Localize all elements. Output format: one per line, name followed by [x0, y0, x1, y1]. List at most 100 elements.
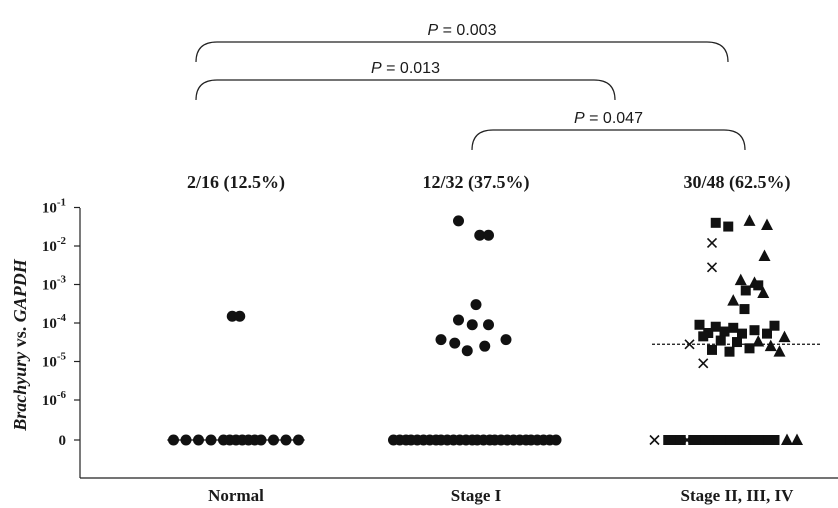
- data-point-square: [763, 435, 774, 445]
- y-axis-label: Brachyury vs. GAPDH: [10, 258, 30, 432]
- data-point-circle: [180, 434, 192, 446]
- data-point-x: [649, 434, 660, 446]
- p-value: = 0.013: [382, 60, 440, 77]
- data-point-x: [684, 339, 695, 350]
- x-tick-label: Stage II, III, IV: [681, 486, 795, 505]
- x-ticks: Normal Stage I Stage II, III, IV: [208, 486, 794, 505]
- p-symbol: P: [428, 22, 439, 39]
- data-point-triangle: [764, 339, 777, 352]
- y-tick-base: 10: [42, 201, 57, 217]
- data-point-square: [740, 285, 751, 296]
- data-point-square: [710, 217, 721, 228]
- p-value: = 0.047: [585, 110, 643, 127]
- data-point-circle: [193, 434, 204, 446]
- data-point-circle: [483, 229, 494, 241]
- data-point-square: [694, 319, 705, 330]
- positive-rate-label: 2/16 (12.5%): [187, 172, 285, 193]
- data-point-circle: [280, 434, 292, 446]
- y-tick-base: 10: [42, 239, 57, 255]
- data-point-square: [762, 328, 772, 339]
- y-tick-exp: -6: [57, 389, 67, 401]
- data-point-circle: [466, 319, 478, 331]
- y-axis-label-ref: GAPDH: [10, 258, 30, 322]
- y-tick-label: 10-5: [42, 351, 67, 371]
- data-point-square: [732, 435, 742, 445]
- x-tick-label: Normal: [208, 486, 264, 505]
- data-point-circle: [474, 229, 486, 241]
- data-point-square: [719, 326, 730, 337]
- data-points: [168, 214, 803, 446]
- y-ticks: 010-610-510-410-310-210-1: [42, 197, 80, 449]
- data-point-circle: [234, 310, 246, 322]
- data-point-circle: [435, 334, 447, 346]
- p-symbol: P: [371, 60, 382, 77]
- data-point-square: [719, 435, 730, 445]
- data-point-square: [750, 435, 761, 445]
- data-point-circle: [449, 337, 461, 349]
- data-point-circle: [550, 434, 562, 446]
- data-point-square: [713, 435, 724, 445]
- data-point-triangle: [758, 249, 771, 261]
- x-tick-label: Stage I: [451, 486, 502, 505]
- data-point-square: [707, 344, 717, 355]
- data-point-circle: [168, 434, 179, 446]
- data-point-square: [723, 221, 734, 232]
- data-point-square: [725, 435, 736, 445]
- y-tick-base: 10: [42, 355, 57, 371]
- y-tick-label: 10-2: [42, 235, 67, 255]
- p-symbol: P: [574, 110, 585, 127]
- data-point-square: [769, 435, 780, 445]
- data-point-triangle: [734, 273, 747, 286]
- data-point-square: [744, 343, 755, 354]
- data-point-circle: [453, 215, 464, 227]
- data-point-triangle: [761, 218, 773, 231]
- positive-rate-labels: 2/16 (12.5%) 12/32 (37.5%) 30/48 (62.5%): [187, 172, 791, 193]
- data-point-triangle: [778, 330, 791, 343]
- data-point-square: [694, 435, 705, 445]
- data-point-triangle: [773, 345, 786, 357]
- p-value: = 0.003: [438, 22, 496, 39]
- data-point-square: [737, 328, 747, 339]
- data-point-square: [749, 325, 760, 336]
- data-point-circle: [453, 314, 464, 326]
- data-point-square: [728, 322, 739, 333]
- data-point-circle: [255, 434, 267, 446]
- data-point-triangle: [781, 433, 793, 445]
- data-point-square: [707, 435, 717, 445]
- p-value-label: P = 0.047: [574, 110, 643, 127]
- y-tick-base: 10: [42, 393, 57, 409]
- data-point-triangle: [743, 214, 756, 226]
- data-point-x: [706, 237, 718, 249]
- data-point-x: [698, 358, 709, 369]
- y-tick-exp: -4: [57, 312, 67, 324]
- positive-rate-label: 30/48 (62.5%): [684, 172, 791, 193]
- y-tick-label: 0: [59, 433, 67, 449]
- p-value-label: P = 0.013: [371, 60, 440, 77]
- data-point-circle: [293, 434, 304, 446]
- data-point-square: [738, 435, 749, 445]
- data-point-circle: [483, 319, 494, 331]
- y-tick-exp: -5: [57, 351, 67, 363]
- y-tick-exp: -3: [57, 274, 67, 286]
- y-tick-label: 10-6: [42, 389, 67, 409]
- data-point-square: [753, 280, 764, 291]
- y-tick-label: 10-4: [42, 312, 67, 332]
- data-point-square: [698, 331, 709, 342]
- y-tick-base: 10: [42, 278, 57, 294]
- y-tick-label: 10-3: [42, 274, 67, 294]
- y-axis-label-gene: Brachyury: [10, 351, 30, 432]
- data-point-circle: [461, 345, 473, 357]
- data-point-triangle: [791, 433, 803, 445]
- data-point-circle: [479, 340, 491, 352]
- data-point-circle: [500, 334, 512, 346]
- data-point-circle: [268, 434, 279, 446]
- data-point-square: [663, 435, 674, 445]
- data-point-x: [706, 262, 718, 273]
- data-point-square: [669, 435, 680, 445]
- p-value-label: P = 0.003: [428, 22, 497, 39]
- data-point-square: [688, 435, 699, 445]
- median-lines: [167, 343, 822, 441]
- y-tick-exp: -2: [57, 235, 67, 247]
- data-point-circle: [470, 299, 482, 311]
